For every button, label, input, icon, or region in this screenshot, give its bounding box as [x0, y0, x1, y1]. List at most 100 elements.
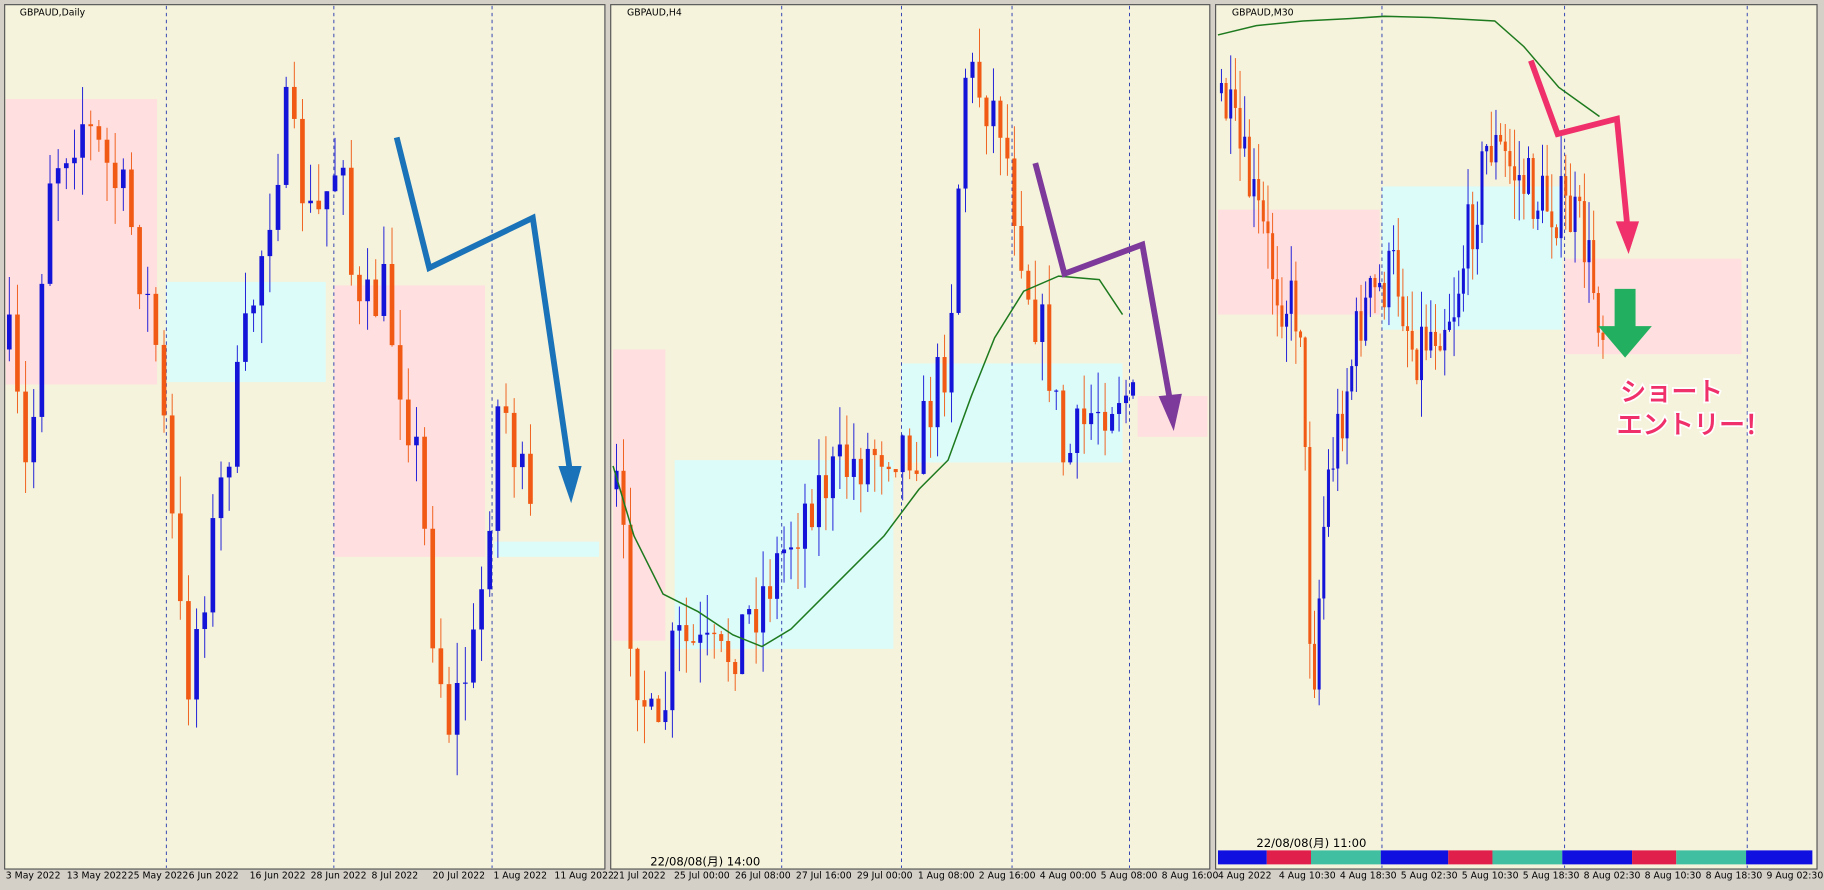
candle-body — [726, 640, 731, 663]
x-tick-label: 6 Jun 2022 — [189, 871, 239, 882]
x-tick-label: 8 Aug 02:30 — [1584, 871, 1641, 882]
candle-body — [414, 436, 419, 446]
candle-body — [1485, 145, 1489, 152]
x-tick-label: 8 Jul 2022 — [372, 871, 419, 882]
candle-body — [970, 61, 975, 78]
candle-body — [275, 184, 281, 230]
candle-body — [511, 412, 517, 468]
candle-body — [503, 406, 509, 413]
candle-body — [1387, 250, 1391, 308]
candle-body — [1527, 158, 1531, 194]
zone — [1564, 258, 1742, 355]
x-tick-label: 13 May 2022 — [67, 871, 128, 882]
timestamp: 22/08/08(月) 14:00 — [650, 855, 760, 869]
candle-body — [495, 406, 501, 531]
candle-body — [1457, 293, 1461, 318]
candle-body — [1345, 391, 1349, 439]
moving-average — [612, 275, 1124, 648]
candle-body — [88, 124, 94, 127]
candle-body — [635, 648, 640, 701]
candle-body — [928, 400, 933, 428]
zone — [613, 349, 666, 641]
x-tick-label: 8 Aug 18:30 — [1706, 871, 1763, 882]
candle-body — [1522, 175, 1526, 194]
candle-body — [1368, 277, 1372, 298]
candle-body — [823, 475, 828, 499]
candle-body — [1026, 270, 1031, 300]
candle-body — [1312, 643, 1317, 690]
candle-body — [1378, 282, 1382, 288]
candle-body — [161, 344, 167, 416]
candle-body — [1271, 233, 1275, 280]
candle-body — [1033, 299, 1038, 343]
x-tick-label: 5 Aug 08:00 — [1101, 871, 1158, 882]
x-tick-label: 4 Aug 2022 — [1218, 871, 1272, 882]
candle-body — [422, 436, 427, 529]
candle-body — [1545, 175, 1549, 212]
x-tick-label: 29 Jul 00:00 — [857, 871, 913, 882]
candle-body — [844, 444, 849, 477]
candle-body — [23, 391, 28, 463]
candle-body — [47, 183, 53, 284]
x-tick-label: 28 Jun 2022 — [311, 871, 367, 882]
candle-body — [1336, 413, 1340, 469]
candle-body — [1247, 136, 1251, 197]
candle-body — [1359, 311, 1363, 341]
candle-body — [1568, 195, 1572, 232]
candle-body — [1443, 329, 1447, 351]
annotation-arrows — [393, 59, 1652, 504]
candle-body — [1461, 268, 1465, 294]
candle-body — [283, 86, 289, 185]
x-tick-label: 4 Aug 10:30 — [1279, 871, 1336, 882]
candle-body — [921, 400, 926, 474]
x-tick-label: 5 Aug 10:30 — [1462, 871, 1519, 882]
candle-body — [373, 279, 379, 316]
candle-body — [324, 191, 330, 210]
candle-body — [332, 175, 338, 192]
panel-m30 — [1215, 4, 1818, 870]
candle-body — [1257, 179, 1261, 201]
candle-body — [1103, 411, 1108, 431]
candle-body — [754, 609, 759, 633]
x-tick-label: 8 Aug 10:30 — [1645, 871, 1702, 882]
candle-body — [104, 139, 110, 163]
candle-body — [816, 475, 821, 528]
candle-body — [1582, 201, 1586, 263]
candle-body — [243, 313, 248, 362]
x-tick-label: 11 Aug 2022 — [554, 871, 614, 882]
candle-body — [628, 524, 633, 649]
candle-body — [1550, 211, 1554, 228]
candle-body — [1061, 390, 1066, 463]
candle-body — [1322, 526, 1326, 599]
x-tick-label: 1 Aug 08:00 — [918, 871, 975, 882]
candle-body — [1401, 296, 1405, 327]
candle-body — [1019, 225, 1024, 271]
candle-body — [1047, 304, 1052, 391]
candle-body — [788, 547, 794, 550]
x-tick-label: 9 Aug 02:30 — [1767, 871, 1824, 882]
candle-body — [656, 698, 661, 723]
candle-body — [705, 632, 710, 635]
candle-body — [1294, 280, 1298, 332]
candle-body — [1130, 382, 1136, 396]
candle-body — [935, 357, 940, 428]
candle-body — [684, 625, 689, 642]
x-tick-label: 21 Jul 2022 — [613, 871, 666, 882]
candle-body — [1578, 196, 1582, 202]
candle-body — [397, 345, 403, 400]
candle-body — [649, 698, 654, 707]
candle-body — [1275, 279, 1279, 306]
candle-body — [1354, 311, 1358, 367]
candle-body — [691, 641, 696, 643]
candle-body — [1419, 326, 1424, 381]
x-tick-label: 20 Jul 2022 — [433, 871, 486, 882]
candle-body — [1364, 297, 1368, 341]
x-tick-label: 26 Jul 08:00 — [735, 871, 791, 882]
candle-body — [1601, 332, 1605, 340]
candles — [6, 28, 1605, 776]
candle-body — [202, 612, 208, 630]
candle-body — [1075, 408, 1080, 453]
candle-body — [775, 553, 780, 599]
candle-body — [858, 458, 863, 485]
x-tick-label: 16 Jun 2022 — [250, 871, 306, 882]
